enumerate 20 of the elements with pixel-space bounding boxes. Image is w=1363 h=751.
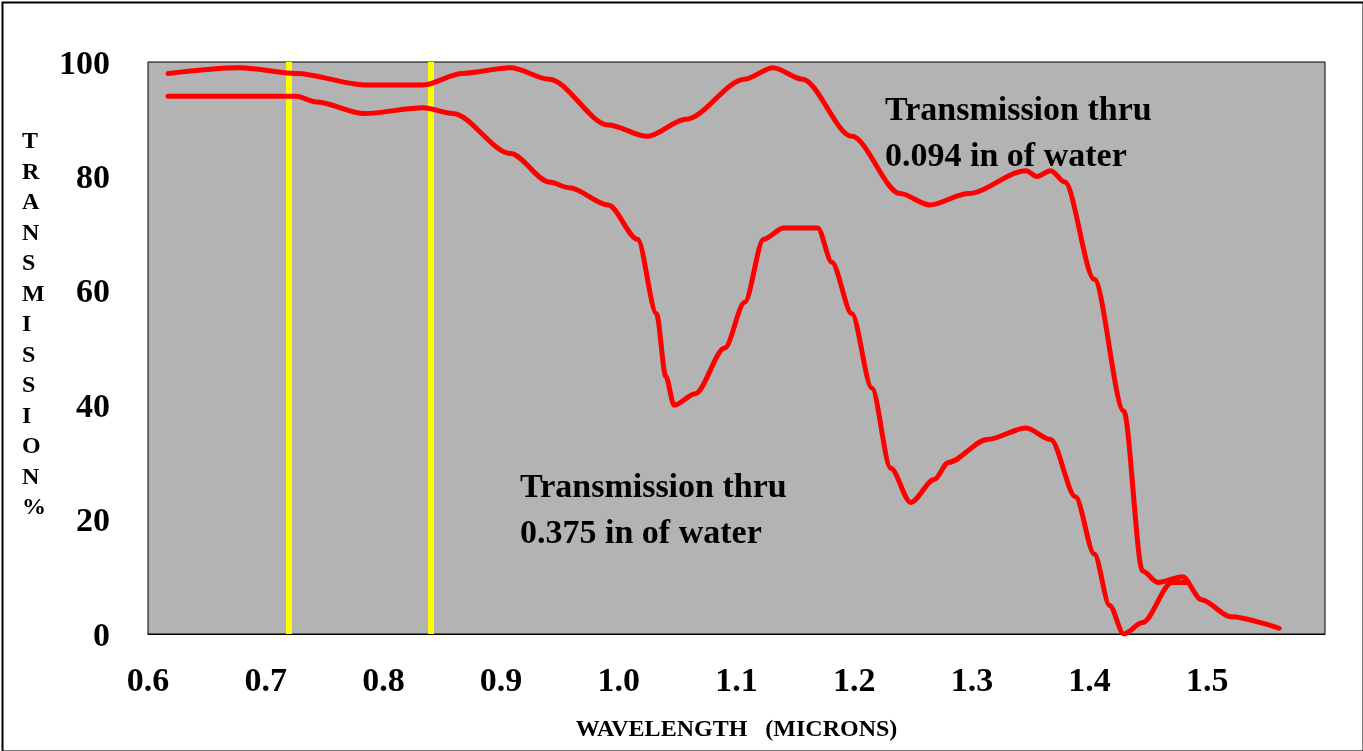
annotation: Transmission thru 0.375 in of water: [520, 466, 787, 550]
y-tick-label: 0: [93, 615, 110, 653]
y-tick-label: 60: [76, 272, 110, 310]
x-tick-label: 0.7: [244, 660, 287, 698]
x-tick-label: 1.3: [950, 660, 994, 698]
x-tick-label: 0.8: [362, 660, 405, 698]
y-tick-label: 100: [59, 43, 110, 81]
annotation: Transmission thru 0.094 in of water: [885, 89, 1152, 173]
x-tick-label: 0.6: [126, 660, 170, 698]
x-tick-label: 1.0: [597, 660, 641, 698]
text: TRANSMISSION %: [22, 127, 46, 520]
x-tick-label: 1.1: [715, 660, 758, 698]
x-tick-label: 1.5: [1186, 660, 1229, 698]
x-tick-label: 0.9: [479, 660, 523, 698]
x-tick-label: 1.2: [832, 660, 876, 698]
y-tick-label: 80: [76, 157, 110, 195]
y-tick-label: 40: [76, 386, 110, 424]
x-axis-title: WAVELENGTH (MICRONS): [575, 715, 898, 741]
y-tick-label: 20: [76, 501, 110, 539]
x-tick-label: 1.4: [1068, 660, 1111, 698]
